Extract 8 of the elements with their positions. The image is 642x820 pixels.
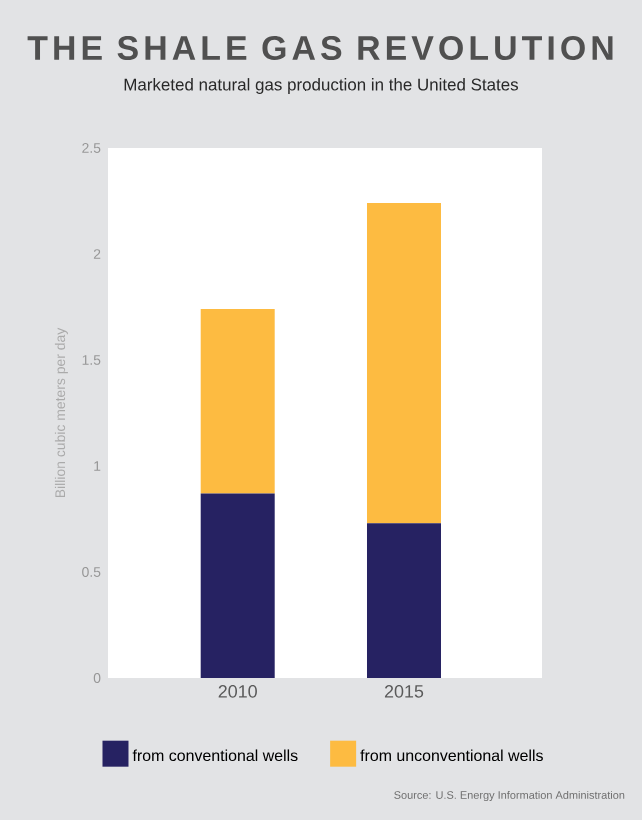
bar [366, 523, 441, 678]
chart-subtitle: Marketed natural gas production in the United States [124, 78, 519, 94]
bar [366, 203, 441, 524]
x-tick-label: 2015 [384, 685, 424, 698]
chart-title: THE SHALE GAS REVOLUTION [27, 36, 613, 60]
bar [200, 309, 275, 494]
x-tick-label: 2010 [218, 685, 257, 698]
bar [200, 493, 275, 678]
